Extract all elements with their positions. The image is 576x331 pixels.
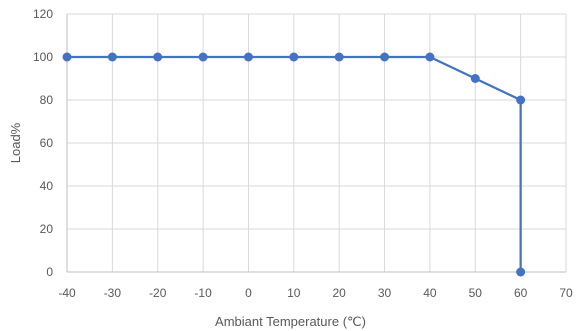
series <box>62 52 526 277</box>
data-point <box>243 52 253 62</box>
data-point <box>198 52 208 62</box>
y-axis-title: Load% <box>8 122 23 163</box>
data-point <box>470 74 480 83</box>
y-tick-label: 20 <box>40 222 54 236</box>
x-tick-label: 40 <box>423 286 437 300</box>
data-point <box>425 52 435 62</box>
y-tick-label: 80 <box>40 93 54 107</box>
series-line <box>67 55 522 272</box>
data-point <box>153 52 163 62</box>
x-tick-label: 60 <box>514 286 528 300</box>
data-point <box>380 52 390 62</box>
y-tick-label: 120 <box>33 7 53 21</box>
y-tick-label: 60 <box>40 136 54 150</box>
x-tick-label: 30 <box>378 286 392 300</box>
x-tick-label: -30 <box>104 286 122 300</box>
data-point <box>516 267 526 277</box>
data-point <box>516 95 526 105</box>
x-tick-label: 20 <box>333 286 347 300</box>
gridlines <box>67 13 567 272</box>
x-tick-label: 0 <box>245 286 252 300</box>
y-tick-label: 0 <box>46 265 53 279</box>
data-point <box>289 52 299 62</box>
x-tick-label: -20 <box>149 286 167 300</box>
x-tick-label: 70 <box>559 286 573 300</box>
y-tick-label: 40 <box>40 179 54 193</box>
tick-labels: -40 -30 -20 -10 0 10 20 30 40 50 60 70 0 20 40 60 80 100 1… <box>33 7 573 300</box>
data-point <box>334 52 344 62</box>
x-axis-title: Ambiant Temperature (℃) <box>215 314 366 329</box>
y-tick-label: 100 <box>33 50 53 64</box>
data-point <box>62 52 72 62</box>
x-tick-label: -10 <box>194 286 212 300</box>
x-tick-label: -40 <box>58 286 76 300</box>
x-tick-label: 50 <box>469 286 483 300</box>
x-tick-label: 10 <box>287 286 301 300</box>
data-point <box>107 52 117 62</box>
